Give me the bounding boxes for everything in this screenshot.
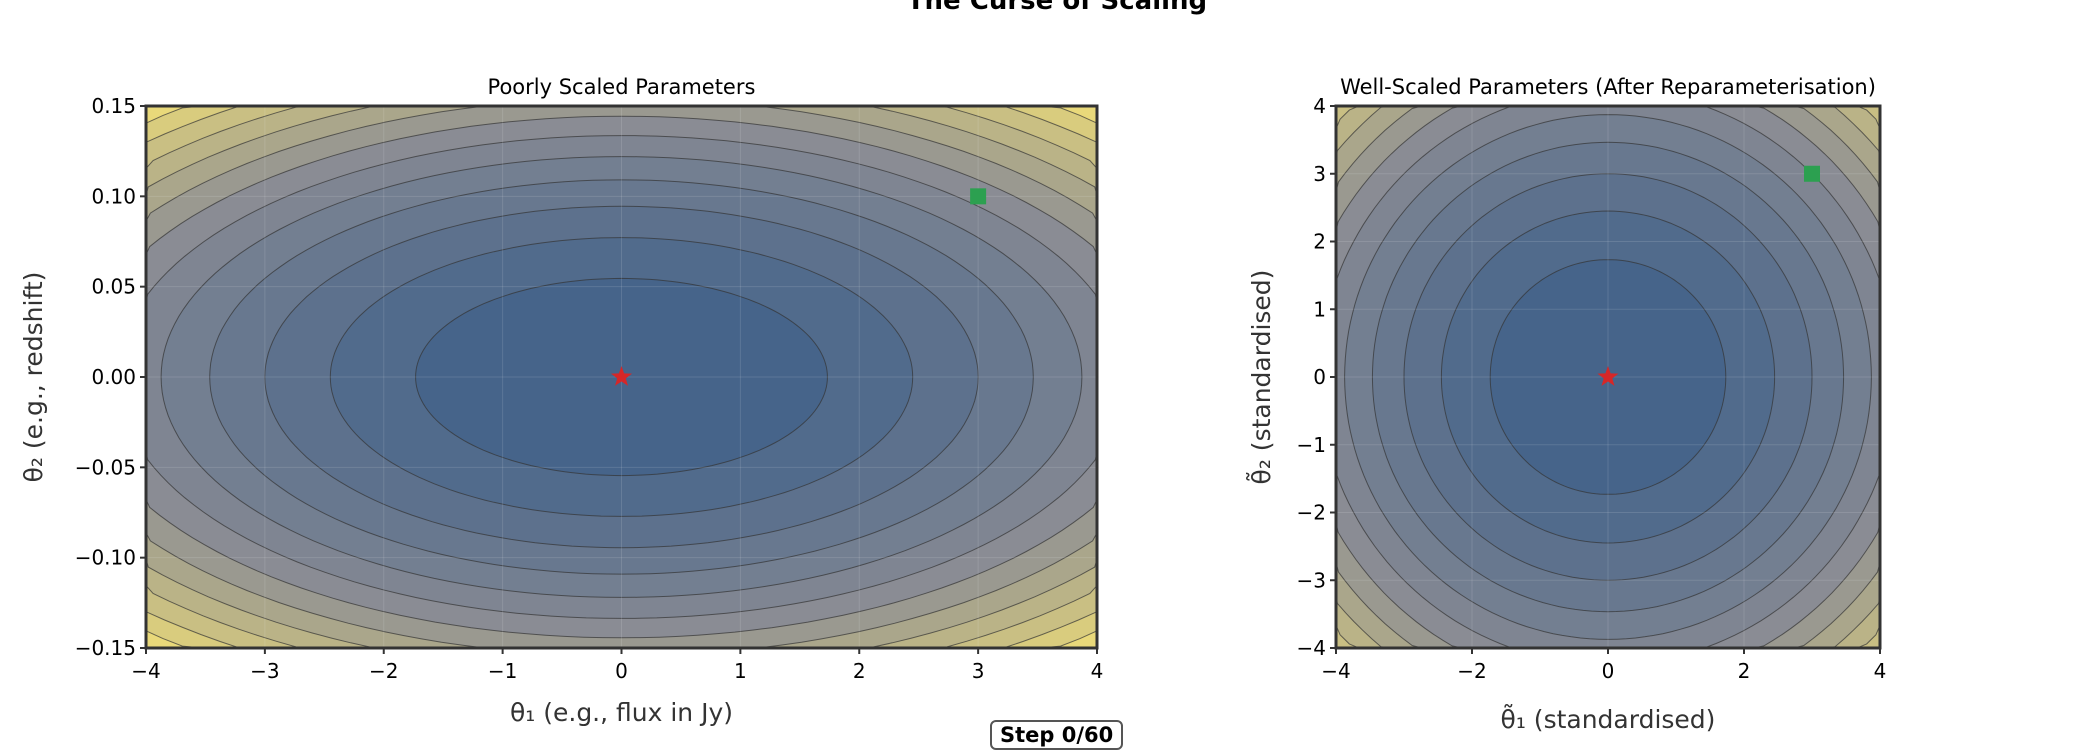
optimum-star-marker <box>1597 366 1619 386</box>
y-axis-label: θ₂ (e.g., redshift) <box>19 272 48 483</box>
subplot-title: Well-Scaled Parameters (After Reparamete… <box>1340 75 1876 99</box>
y-tick-label: −0.10 <box>75 546 136 570</box>
y-tick-label: 4 <box>1313 94 1326 118</box>
y-tick-label: −0.05 <box>75 455 136 479</box>
x-tick-label: 0 <box>1602 659 1615 683</box>
y-tick-label: −0.15 <box>75 636 136 660</box>
x-tick-label: 2 <box>1738 659 1751 683</box>
subplot-title: Poorly Scaled Parameters <box>488 75 756 99</box>
figure-title: The Curse of Scaling <box>906 0 1208 16</box>
y-tick-label: 0.00 <box>91 365 136 389</box>
x-tick-label: 3 <box>972 659 985 683</box>
contour-area <box>1335 105 1881 649</box>
x-tick-label: 4 <box>1091 659 1104 683</box>
x-axis-label: θ̃₁ (standardised) <box>1501 703 1716 734</box>
subplot-2: −4 −2 0 2 4 −4 −3 −2 −1 0 1 2 3 4 Well-Scaled Paramete… <box>1245 75 1886 734</box>
current-point-marker <box>1804 165 1820 182</box>
x-tick-label: 4 <box>1874 659 1887 683</box>
step-counter: Step 0/60 <box>990 720 1124 750</box>
y-tick-label: 0.10 <box>91 184 136 208</box>
x-tick-label: −3 <box>250 659 279 683</box>
optimum-star-marker <box>611 366 632 386</box>
subplot-1: −4 −3 −2 −1 0 1 2 3 4 −0.15 −0.10 −0.05 0.00 0.05 0.10… <box>19 75 1103 727</box>
x-tick-label: 2 <box>853 659 866 683</box>
y-tick-label: −2 <box>1297 501 1326 525</box>
x-tick-label: −2 <box>369 659 398 683</box>
x-tick-label: −2 <box>1457 659 1486 683</box>
x-tick-label: −4 <box>131 659 160 683</box>
y-tick-label: −3 <box>1297 568 1326 592</box>
x-tick-label: −4 <box>1321 659 1350 683</box>
y-tick-label: 0 <box>1313 365 1326 389</box>
y-axis-label: θ̃₂ (standardised) <box>1245 270 1276 485</box>
x-tick-label: 1 <box>734 659 747 683</box>
y-tick-label: −1 <box>1297 433 1326 457</box>
y-tick-label: 0.05 <box>91 275 136 299</box>
y-tick-label: 2 <box>1313 230 1326 254</box>
contour-area <box>145 105 1098 649</box>
y-tick-label: 0.15 <box>91 94 136 118</box>
y-tick-label: 3 <box>1313 162 1326 186</box>
x-axis-label: θ₁ (e.g., flux in Jy) <box>510 698 733 727</box>
y-tick-label: −4 <box>1297 636 1326 660</box>
current-point-marker <box>970 188 987 205</box>
x-tick-label: 0 <box>615 659 628 683</box>
x-tick-label: −1 <box>488 659 517 683</box>
y-tick-label: 1 <box>1313 297 1326 321</box>
